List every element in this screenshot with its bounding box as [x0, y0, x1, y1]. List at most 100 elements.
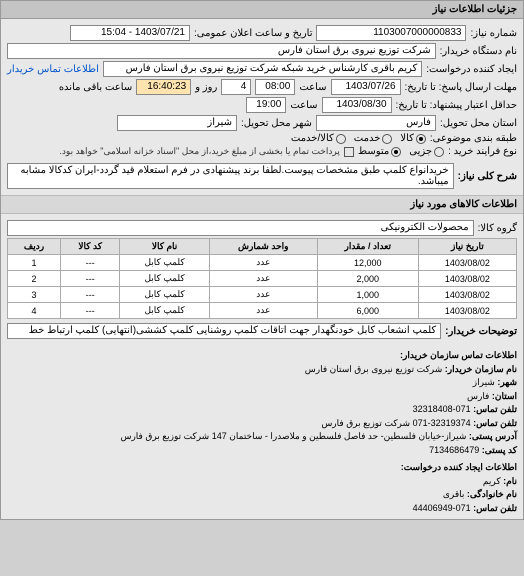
footer-postal-label: کد پستی: [482, 445, 517, 455]
footer-address-value: شیراز-خیابان فلسطین- حد فاصل فلسطین و مل… [120, 431, 466, 441]
class-radio-both[interactable] [336, 134, 346, 144]
col-code: کد کالا [61, 239, 120, 255]
payment-radio-group: جزیی متوسط [358, 146, 444, 157]
table-cell: کلمپ کابل [120, 271, 209, 287]
footer-fax-label: تلفن تماس: [473, 418, 517, 428]
province-label: استان محل تحویل: [440, 118, 517, 129]
footer-city-value: شیراز [473, 377, 495, 387]
payment-radio-medium[interactable] [391, 147, 401, 157]
goods-section-header: اطلاعات کالاهای مورد نیاز [1, 195, 523, 214]
contact-link[interactable]: اطلاعات تماس خریدار [7, 64, 99, 75]
need-number-label: شماره نیاز: [470, 28, 517, 39]
payment-opt-0: جزیی [409, 146, 432, 157]
org-value: شرکت توزیع نیروی برق استان فارس [305, 364, 442, 374]
table-row: 2---کلمپ کابلعدد2,0001403/08/02 [8, 271, 517, 287]
validity-label: حداقل اعتبار پیشنهاد: تا تاریخ: [396, 100, 517, 111]
remaining-time-field: 16:40:23 [136, 79, 191, 95]
contact-section-header: اطلاعات تماس سازمان خریدار: [7, 349, 517, 363]
table-cell: --- [61, 271, 120, 287]
footer-city-label: شهر: [497, 377, 517, 387]
table-cell: 4 [8, 303, 61, 319]
creator-field: کریم باقری کارشناس خرید شبکه شرکت توزیع … [103, 61, 422, 77]
treasury-checkbox[interactable] [344, 147, 354, 157]
footer-creator-phone-value: 071-44406949 [413, 503, 471, 513]
validity-date-field: 1403/08/30 [322, 97, 392, 113]
deadline-label: مهلت ارسال پاسخ: تا تاریخ: [405, 82, 517, 93]
table-cell: 2,000 [317, 271, 418, 287]
buyer-field: شرکت توزیع نیروی برق استان فارس [7, 43, 436, 59]
desc-label: شرح کلی نیاز: [458, 171, 517, 182]
class-radio-service[interactable] [382, 134, 392, 144]
footer-phone-value: 071-32318408 [413, 404, 471, 414]
col-date: تاریخ نیاز [418, 239, 516, 255]
class-opt-0: کالا [400, 133, 414, 144]
treasury-note: پرداخت تمام یا بخشی از مبلغ خرید،از محل … [59, 146, 339, 157]
table-cell: عدد [209, 287, 317, 303]
class-opt-2: کالا/خدمت [291, 133, 334, 144]
deadline-time-field: 08:00 [255, 79, 295, 95]
deadline-date-field: 1403/07/26 [331, 79, 401, 95]
class-radio-group: کالا خدمت کالا/خدمت [291, 133, 426, 144]
table-row: 1---کلمپ کابلعدد12,0001403/08/02 [8, 255, 517, 271]
days-field: 4 [221, 79, 251, 95]
footer-name-value: کریم [483, 476, 501, 486]
table-cell: کلمپ کابل [120, 255, 209, 271]
footer-family-value: باقری [443, 489, 465, 499]
class-opt-1: خدمت [354, 133, 381, 144]
col-row: ردیف [8, 239, 61, 255]
table-cell: --- [61, 255, 120, 271]
table-cell: عدد [209, 271, 317, 287]
creator-section-header: اطلاعات ایجاد کننده درخواست: [7, 461, 517, 475]
table-row: 3---کلمپ کابلعدد1,0001403/08/02 [8, 287, 517, 303]
table-cell: 1,000 [317, 287, 418, 303]
col-name: نام کالا [120, 239, 209, 255]
footer-province-label: استان: [492, 391, 517, 401]
payment-opt-1: متوسط [358, 146, 389, 157]
announce-field: 1403/07/21 - 15:04 [70, 25, 190, 41]
footer-phone-label: تلفن تماس: [473, 404, 517, 414]
table-cell: عدد [209, 255, 317, 271]
validity-time-label: ساعت [290, 100, 317, 111]
table-cell: کلمپ کابل [120, 287, 209, 303]
remaining-label: ساعت باقی مانده [59, 82, 132, 93]
buyer-note-label: توضیحات خریدار: [445, 326, 517, 337]
table-cell: عدد [209, 303, 317, 319]
deadline-time-label: ساعت [299, 82, 326, 93]
table-cell: 12,000 [317, 255, 418, 271]
days-label: روز و [195, 82, 217, 93]
footer-creator-phone-label: تلفن تماس: [473, 503, 517, 513]
footer-postal-value: 7134686479 [429, 445, 479, 455]
need-number-field: 1103007000000833 [316, 25, 466, 41]
goods-table: ردیف کد کالا نام کالا واحد شمارش تعداد /… [7, 238, 517, 319]
payment-label: نوع فرایند خرید : [448, 146, 517, 157]
class-label: طبقه بندی موضوعی: [430, 133, 517, 144]
class-radio-goods[interactable] [416, 134, 426, 144]
table-cell: 1403/08/02 [418, 255, 516, 271]
buyer-label: نام دستگاه خریدار: [440, 46, 517, 57]
table-row: 4---کلمپ کابلعدد6,0001403/08/02 [8, 303, 517, 319]
table-cell: 1403/08/02 [418, 303, 516, 319]
table-cell: 2 [8, 271, 61, 287]
buyer-note-field: کلمپ انشعاب کابل خودنگهدار جهت اتاقات کل… [7, 323, 441, 339]
city-field: شیراز [117, 115, 237, 131]
table-cell: 1403/08/02 [418, 271, 516, 287]
announce-label: تاریخ و ساعت اعلان عمومی: [194, 28, 313, 39]
footer-address-label: آدرس پستی: [469, 431, 517, 441]
city-label: شهر محل تحویل: [241, 118, 312, 129]
validity-time-field: 19:00 [246, 97, 286, 113]
creator-label: ایجاد کننده درخواست: [426, 64, 517, 75]
org-label: نام سازمان خریدار: [445, 364, 517, 374]
footer-fax-value: 32319374-071 شرکت توزیع برق فارس [321, 418, 470, 428]
desc-field: خریدانواع کلمپ طبق مشخصات پیوست.لطفا برن… [7, 163, 454, 189]
table-cell: کلمپ کابل [120, 303, 209, 319]
province-field: فارس [316, 115, 436, 131]
table-cell: 1403/08/02 [418, 287, 516, 303]
table-cell: 6,000 [317, 303, 418, 319]
group-field: محصولات الکترونیکی [7, 220, 474, 236]
col-qty: تعداد / مقدار [317, 239, 418, 255]
group-label: گروه کالا: [478, 223, 517, 234]
table-cell: 1 [8, 255, 61, 271]
payment-radio-partial[interactable] [434, 147, 444, 157]
footer-family-label: نام خانوادگی: [467, 489, 517, 499]
footer-name-label: نام: [503, 476, 517, 486]
